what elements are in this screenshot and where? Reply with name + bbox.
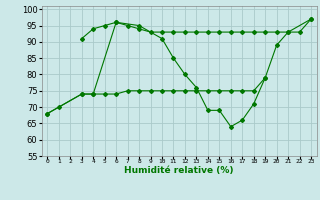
X-axis label: Humidité relative (%): Humidité relative (%) (124, 166, 234, 175)
